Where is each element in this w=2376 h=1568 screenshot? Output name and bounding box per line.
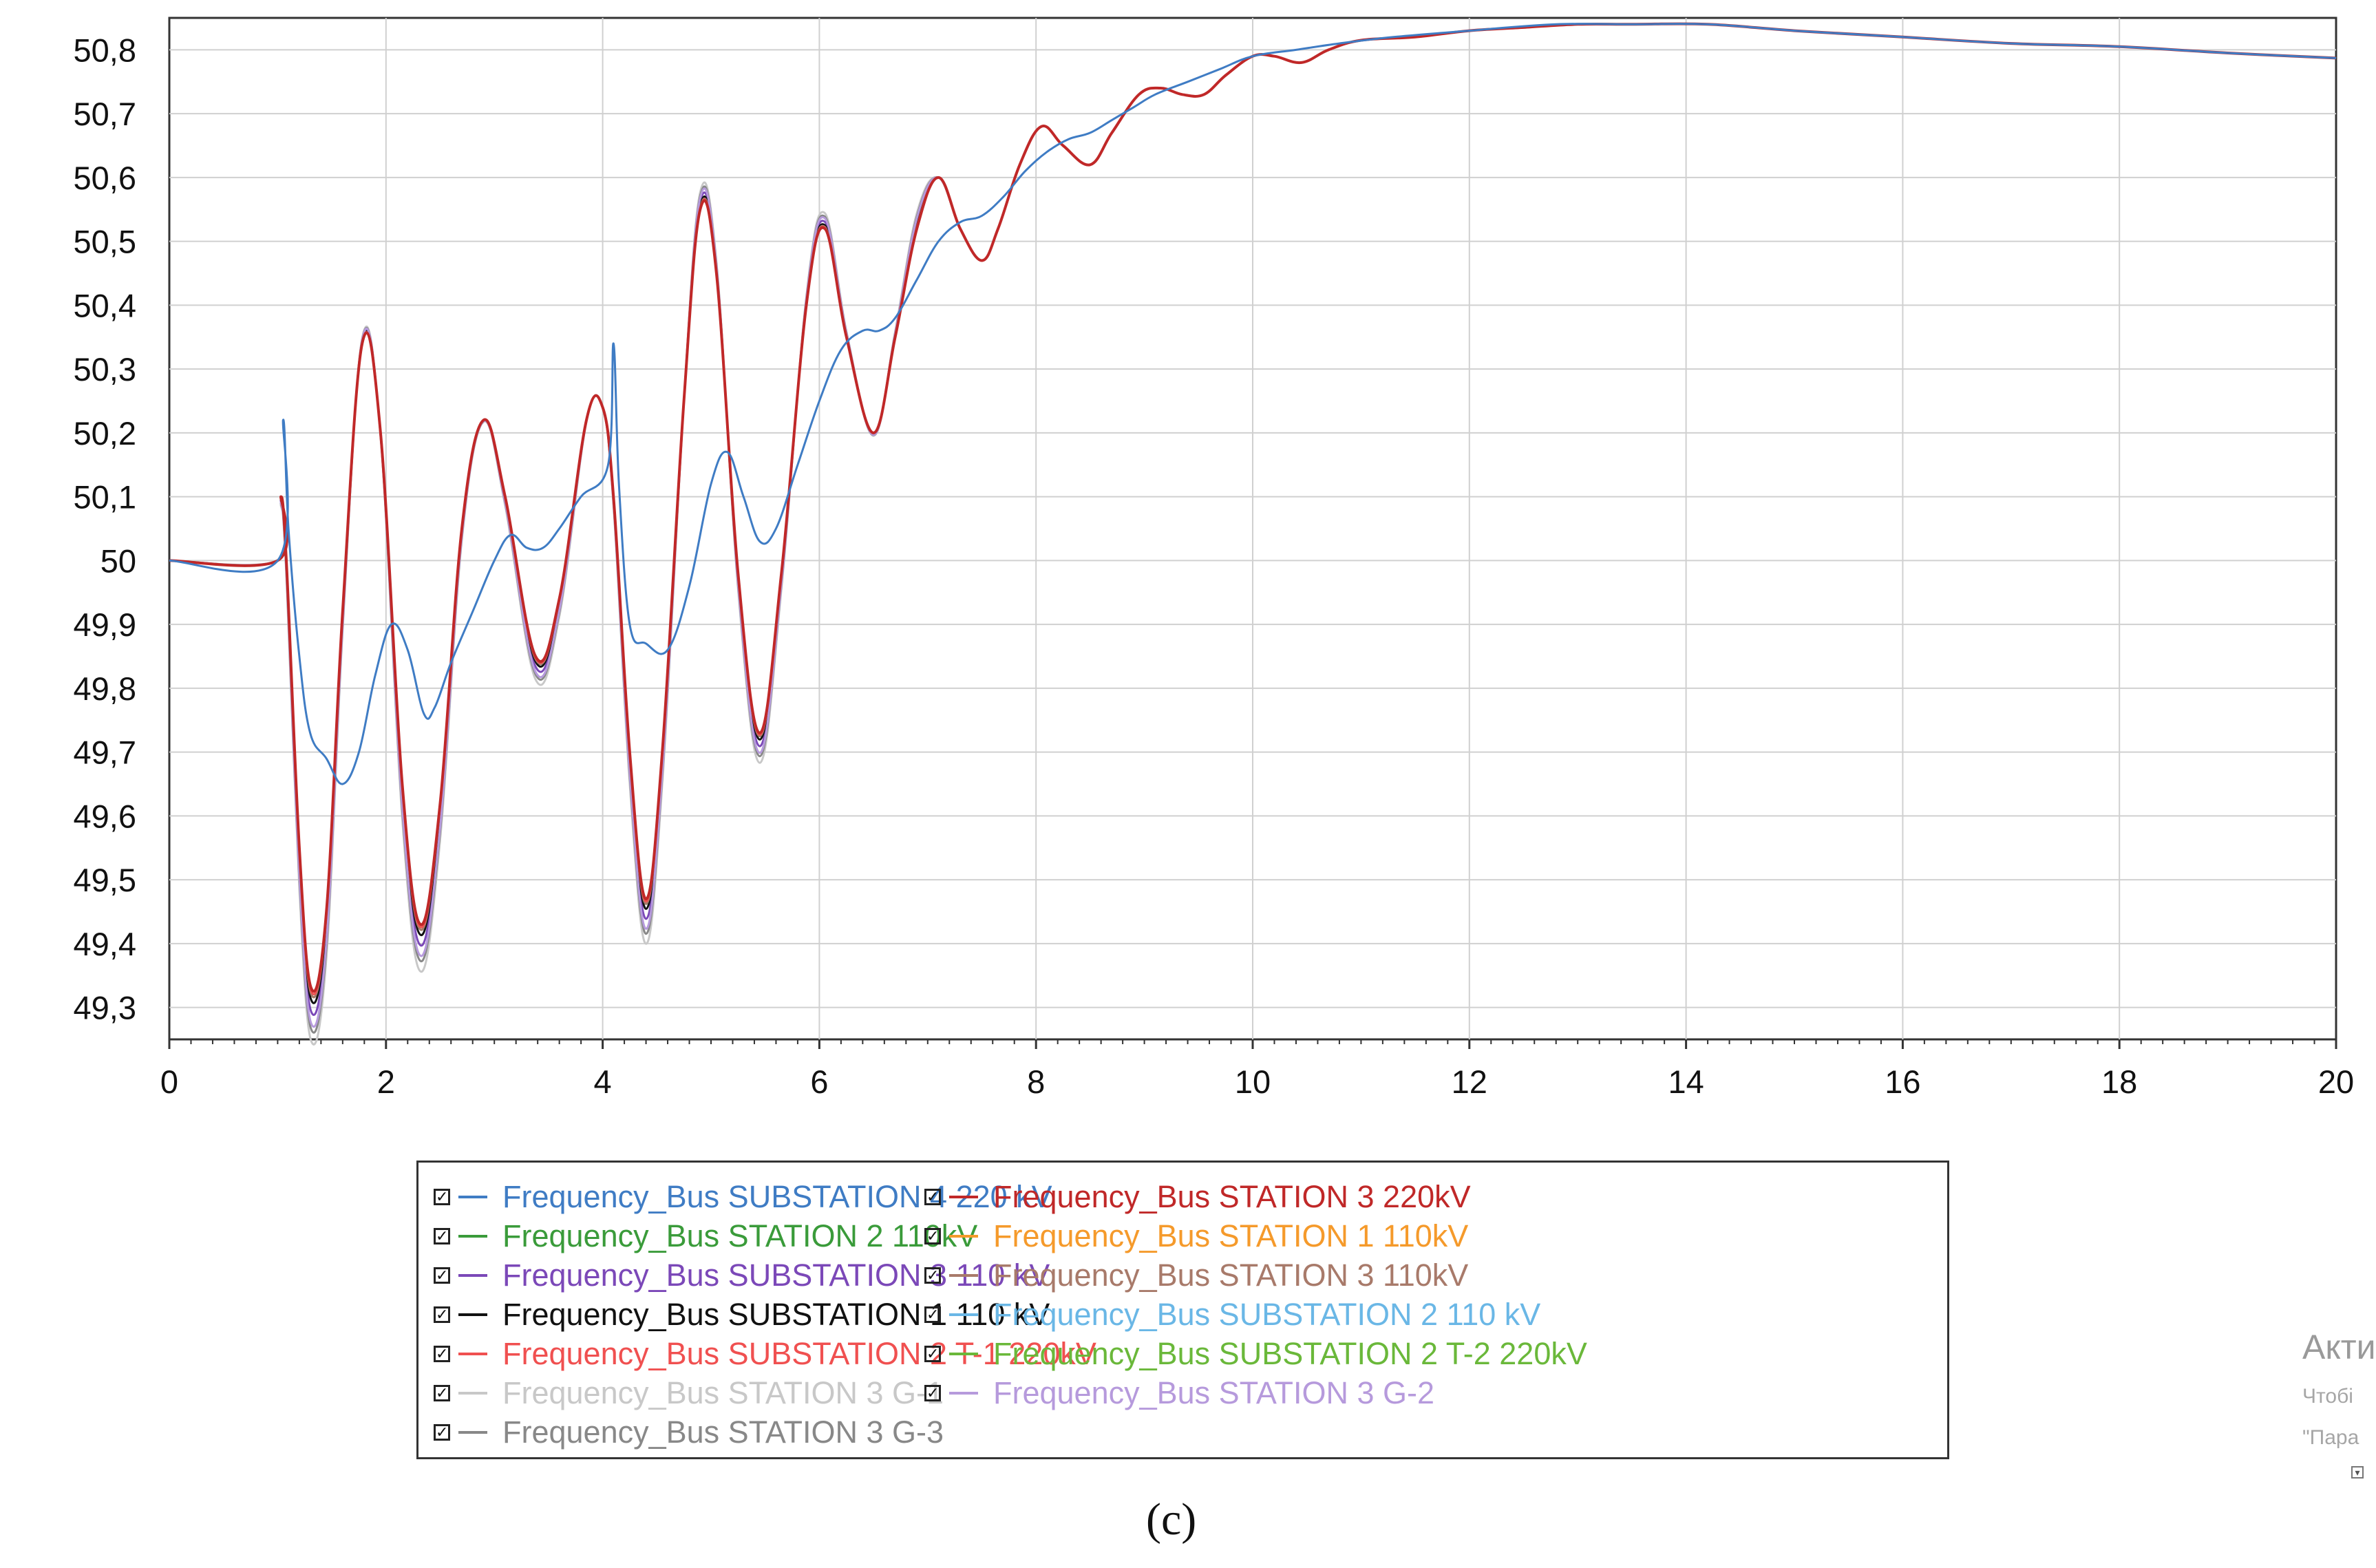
legend-item[interactable]: ✓ Frequency_Bus SUBSTATION 2 T-2 220kV (924, 1333, 1587, 1375)
legend-label: Frequency_Bus STATION 3 G-2 (993, 1375, 1435, 1410)
series-line-7 (169, 22, 2337, 993)
watermark-title: Акти (2302, 1328, 2376, 1366)
x-tick-label: 4 (594, 1063, 612, 1100)
legend-swatch (458, 1235, 487, 1238)
legend-label: Frequency_Bus STATION 3 110kV (993, 1258, 1469, 1293)
checkbox-icon[interactable]: ✓ (924, 1306, 941, 1323)
legend-swatch (949, 1235, 978, 1238)
legend-item[interactable]: ✓ Frequency_Bus STATION 3 110kV (924, 1255, 1468, 1296)
legend-swatch (458, 1274, 487, 1277)
watermark-line-1: Чтобі (2302, 1385, 2353, 1408)
y-tick-label: 50,7 (74, 96, 136, 132)
legend-swatch (949, 1313, 978, 1316)
x-tick-label: 2 (377, 1063, 395, 1100)
figure-caption: (c) (1146, 1494, 1197, 1545)
legend-swatch (458, 1353, 487, 1355)
legend-label: Frequency_Bus SUBSTATION 2 110 kV (993, 1297, 1541, 1332)
legend-swatch (458, 1313, 487, 1316)
legend-swatch (458, 1431, 487, 1434)
checkbox-icon[interactable]: ✓ (434, 1189, 450, 1205)
y-tick-label: 50,1 (74, 479, 136, 516)
x-tick-label: 18 (2101, 1063, 2137, 1100)
legend-swatch (949, 1392, 978, 1395)
x-tick-label: 6 (810, 1063, 828, 1100)
y-tick-label: 49,3 (74, 990, 136, 1026)
legend-swatch (949, 1274, 978, 1277)
legend-swatch (949, 1196, 978, 1198)
legend-label: Frequency_Bus STATION 3 G-3 (502, 1415, 944, 1450)
y-tick-label: 50,2 (74, 415, 136, 452)
checkbox-icon[interactable]: ✓ (434, 1306, 450, 1323)
legend-item[interactable]: ✓ Frequency_Bus STATION 1 110kV (924, 1216, 1468, 1257)
x-tick-label: 8 (1027, 1063, 1045, 1100)
legend-item[interactable]: ✓ Frequency_Bus STATION 3 G-2 (924, 1373, 1434, 1414)
legend-swatch (458, 1196, 487, 1198)
checkbox-icon[interactable]: ✓ (924, 1346, 941, 1362)
y-tick-label: 49,6 (74, 798, 136, 834)
y-tick-label: 50,5 (74, 224, 136, 260)
legend-item[interactable]: ✓ Frequency_Bus STATION 3 G-1 (434, 1373, 944, 1414)
legend-item[interactable]: ✓ Frequency_Bus STATION 3 220kV (924, 1176, 1471, 1218)
legend-label: Frequency_Bus STATION 3 220kV (993, 1179, 1471, 1214)
frequency-chart: 49,3 49,4 49,5 49,6 49,7 49,8 49,9 50 50,1 50,2 50… (74, 17, 2354, 1100)
y-tick-label: 50 (100, 542, 136, 579)
watermark-line-2: "Пара (2302, 1426, 2359, 1449)
series-group (169, 22, 2337, 1046)
legend-item[interactable]: ✓ Frequency_Bus SUBSTATION 3 110 kV (434, 1255, 1050, 1296)
x-axis-labels: 0 2 4 6 8 10 12 14 16 18 20 (160, 1063, 2354, 1100)
x-tick-label: 16 (1885, 1063, 1920, 1100)
legend-item[interactable]: ✓ Frequency_Bus STATION 2 110kV (434, 1216, 977, 1257)
checkbox-icon[interactable]: ✓ (924, 1228, 941, 1244)
x-tick-label: 0 (160, 1063, 178, 1100)
y-tick-label: 49,9 (74, 606, 136, 643)
y-tick-label: 49,7 (74, 734, 136, 771)
legend-label: Frequency_Bus SUBSTATION 2 T-2 220kV (993, 1336, 1587, 1371)
y-tick-label: 49,5 (74, 862, 136, 898)
y-tick-label: 50,3 (74, 351, 136, 388)
y-axis-labels: 49,3 49,4 49,5 49,6 49,7 49,8 49,9 50 50,1 50,2 50… (74, 32, 136, 1026)
checkbox-icon[interactable]: ✓ (434, 1228, 450, 1244)
checkbox-icon[interactable]: ✓ (434, 1424, 450, 1441)
checkbox-icon[interactable]: ✓ (434, 1385, 450, 1401)
x-tick-label: 14 (1668, 1063, 1704, 1100)
y-tick-label: 50,4 (74, 287, 136, 324)
series-line-0 (169, 23, 2337, 785)
checkbox-icon[interactable]: ✓ (924, 1267, 941, 1284)
legend-swatch (458, 1392, 487, 1395)
legend-label: Frequency_Bus STATION 2 110kV (502, 1218, 978, 1253)
checkbox-icon[interactable]: ✓ (924, 1385, 941, 1401)
y-tick-label: 50,6 (74, 160, 136, 196)
legend-label: Frequency_Bus STATION 3 G-1 (502, 1375, 944, 1410)
legend-item[interactable]: ✓ Frequency_Bus STATION 3 G-3 (434, 1412, 944, 1453)
y-tick-label: 49,4 (74, 926, 136, 962)
legend-item[interactable]: ✓ Frequency_Bus SUBSTATION 2 T-1 220kV (434, 1333, 1096, 1375)
checkbox-icon[interactable]: ✓ (434, 1346, 450, 1362)
chevron-down-icon[interactable]: ▾ (2351, 1466, 2364, 1479)
legend-label: Frequency_Bus STATION 1 110kV (993, 1218, 1469, 1253)
legend-label: Frequency_Bus SUBSTATION 2 T-1 220kV (502, 1336, 1096, 1371)
legend: ✓ Frequency_Bus SUBSTATION 4 220 kV ✓ Frequ… (416, 1161, 1949, 1459)
grid-lines (169, 18, 2336, 1039)
legend-item[interactable]: ✓ Frequency_Bus SUBSTATION 2 110 kV (924, 1294, 1540, 1335)
x-tick-label: 10 (1235, 1063, 1271, 1100)
x-tick-label: 12 (1452, 1063, 1487, 1100)
x-tick-label: 20 (2318, 1063, 2354, 1100)
y-tick-label: 50,8 (74, 32, 136, 68)
y-tick-label: 49,8 (74, 670, 136, 707)
checkbox-icon[interactable]: ✓ (924, 1189, 941, 1205)
checkbox-icon[interactable]: ✓ (434, 1267, 450, 1284)
legend-swatch (949, 1353, 978, 1355)
axis-ticks (168, 1039, 2337, 1049)
